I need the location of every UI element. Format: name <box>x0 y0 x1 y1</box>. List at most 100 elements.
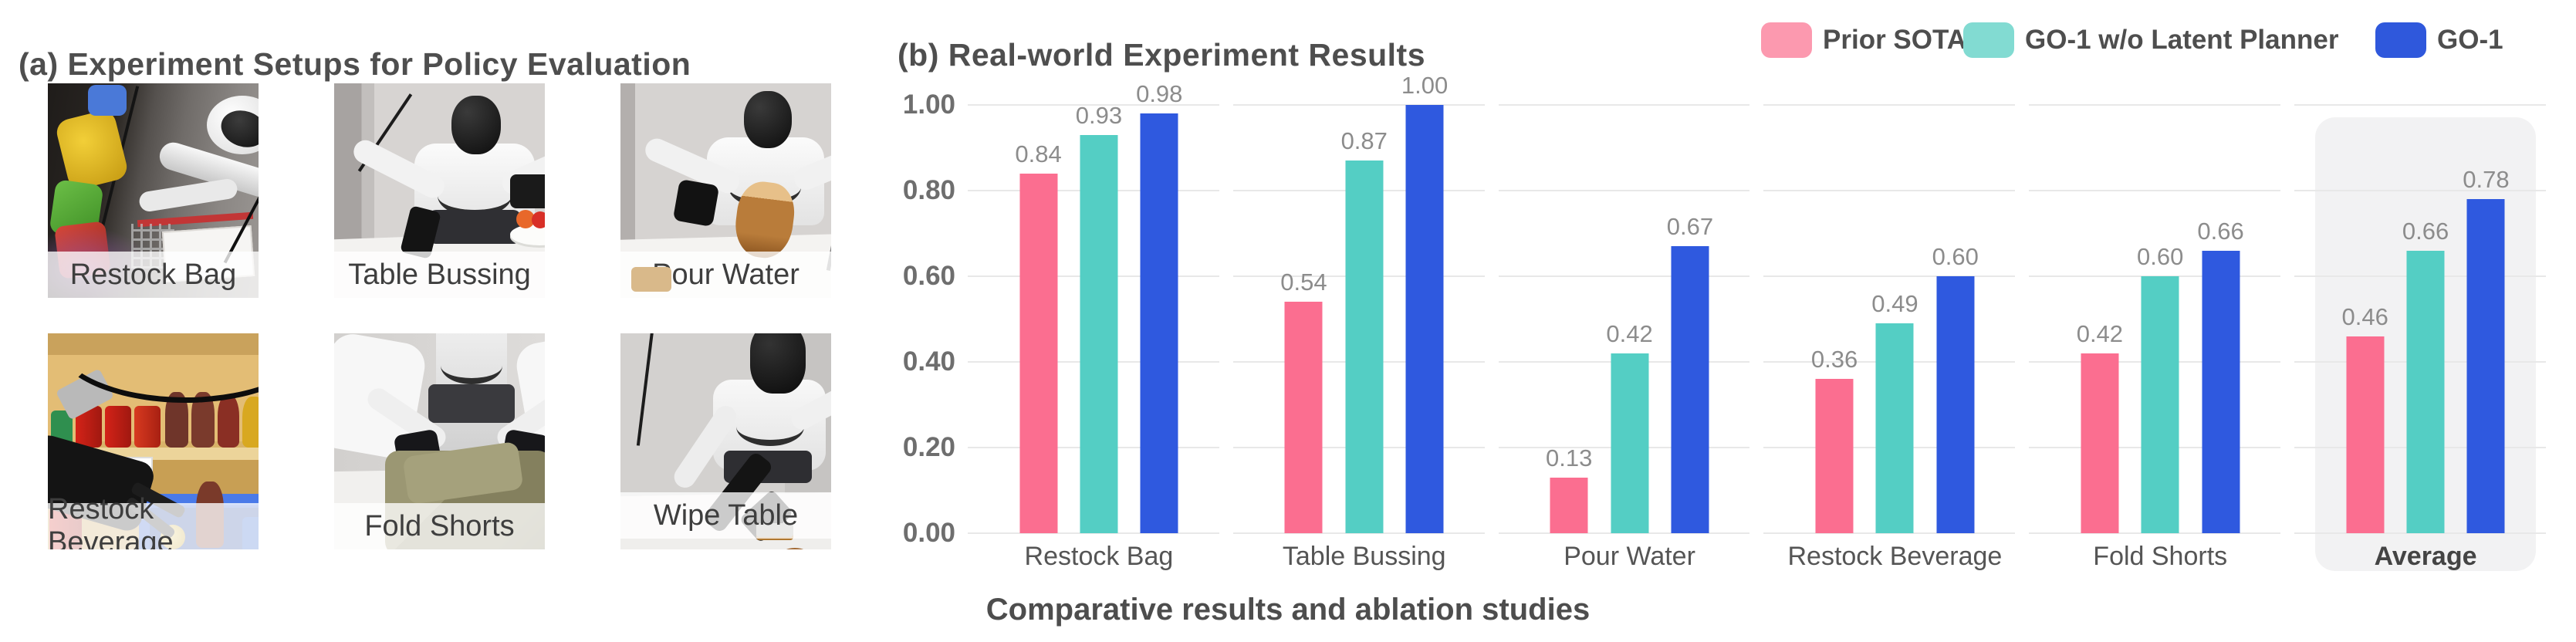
photo-fold-shorts: Fold Shorts <box>334 333 545 549</box>
bar-column: 0.66 <box>2402 218 2449 533</box>
bar-column: 0.78 <box>2463 166 2510 533</box>
bar-column: 0.42 <box>1606 319 1653 533</box>
bar-column: 0.93 <box>1076 102 1122 533</box>
bar-value-label: 0.84 <box>1015 140 1062 167</box>
y-tick-label: 0.00 <box>902 518 955 548</box>
bar-value-label: 0.46 <box>2341 302 2388 330</box>
bar-prior-sota <box>1815 379 1854 533</box>
bar-go-1-w-o-latent-planner <box>2406 250 2445 533</box>
legend-item-go1-wo-latent-planner: GO-1 w/o Latent Planner <box>1963 22 2338 59</box>
legend-swatch-prior-sota <box>1761 22 1812 58</box>
chest-arc <box>441 347 502 384</box>
bar-column: 0.13 <box>1546 444 1592 533</box>
bar-column: 0.36 <box>1811 346 1858 533</box>
photo-label: Restock Beverage <box>48 493 259 549</box>
x-category-label: Average <box>2374 542 2477 571</box>
chest-arc <box>736 407 804 446</box>
bar-value-label: 0.98 <box>1136 80 1183 108</box>
bar-value-label: 0.87 <box>1340 127 1388 155</box>
bar-go-1 <box>1140 113 1178 533</box>
y-tick-label: 0.40 <box>902 346 955 377</box>
bar-go-1-w-o-latent-planner <box>1345 160 1384 533</box>
bar-column: 0.66 <box>2197 217 2244 533</box>
snack-bag-blue <box>88 85 127 116</box>
gripper-left <box>672 178 720 228</box>
bar-go-1 <box>1405 105 1444 533</box>
bar-value-label: 0.66 <box>2402 217 2449 245</box>
gridline <box>2029 190 2281 191</box>
bottle-brown <box>218 395 239 448</box>
gridline <box>2294 532 2546 534</box>
gridline <box>2294 104 2546 106</box>
bar-value-label: 0.13 <box>1546 444 1593 471</box>
figure-caption: Comparative results and ablation studies <box>985 593 1591 627</box>
photo-label: Fold Shorts <box>334 503 545 549</box>
legend-item-go1: GO-1 <box>2375 22 2503 59</box>
panel-b-title: (b) Real-world Experiment Results <box>898 37 1426 73</box>
y-tick-label: 0.20 <box>902 432 955 462</box>
bar-group-restock-bag: 0.84 0.93 0.98 <box>966 80 1232 534</box>
photo-label: Restock Bag <box>48 252 259 298</box>
photo-label: Table Bussing <box>334 252 545 298</box>
bar-value-label: 0.78 <box>2463 166 2510 194</box>
bar-value-label: 0.49 <box>1871 290 1918 318</box>
bar-value-label: 0.67 <box>1666 213 1714 241</box>
robot-head-icon <box>451 96 501 154</box>
bar-value-label: 0.66 <box>2197 217 2244 245</box>
bottle-yellow <box>242 397 259 448</box>
bar-value-label: 0.42 <box>1606 319 1653 347</box>
can-red <box>105 406 131 448</box>
gridline <box>1763 190 2016 191</box>
stain <box>779 548 810 549</box>
bar-column: 0.60 <box>1932 243 1979 533</box>
bar-group-pour-water: 0.13 0.42 0.67 <box>1497 104 1763 534</box>
bar-column: 0.60 <box>2137 243 2183 533</box>
bar-column: 0.49 <box>1871 290 1918 533</box>
photo-restock-beverage: Restock Beverage <box>48 333 259 549</box>
bar-group-fold-shorts: 0.42 0.60 0.66 <box>2027 104 2293 534</box>
panel-a-title: (a) Experiment Setups for Policy Evaluat… <box>19 46 691 83</box>
bar-go-1 <box>2466 199 2505 533</box>
bar-value-label: 0.93 <box>1075 101 1123 129</box>
x-category-label: Pour Water <box>1564 542 1695 571</box>
cable-arc <box>52 333 259 403</box>
sponge <box>631 267 671 292</box>
robot-head-icon <box>750 333 806 394</box>
gridline <box>1232 104 1485 106</box>
bar-column: 0.46 <box>2342 303 2388 533</box>
photo-restock-bag: Restock Bag <box>48 83 259 298</box>
bar-group-restock-beverage: 0.36 0.49 0.60 <box>1762 104 2027 534</box>
bar-prior-sota <box>1284 302 1323 533</box>
snack-bag-yellow <box>54 107 130 192</box>
lamp-arm <box>636 333 654 446</box>
bar-prior-sota <box>2081 353 2119 533</box>
bar-value-label: 0.54 <box>1280 269 1327 296</box>
bar-value-label: 0.60 <box>2137 243 2184 270</box>
bar-column: 0.84 <box>1015 140 1062 533</box>
robot-waist <box>428 384 515 423</box>
y-tick-label: 0.80 <box>902 175 955 205</box>
gridline <box>1498 275 1750 277</box>
legend-item-prior-sota: Prior SOTA <box>1761 22 1966 59</box>
photo-wipe-table: Wipe Table <box>620 333 831 549</box>
bar-go-1-w-o-latent-planner <box>1080 134 1118 533</box>
gridline <box>1498 532 1750 534</box>
bar-column: 0.54 <box>1280 269 1327 533</box>
gridline <box>1498 104 1750 106</box>
bar-column: 0.87 <box>1341 127 1388 533</box>
bar-go-1-w-o-latent-planner <box>2141 276 2179 533</box>
photo-pour-water: Pour Water <box>620 83 831 298</box>
gripper-right <box>510 174 545 208</box>
bar-go-1 <box>1671 246 1709 533</box>
bar-go-1-w-o-latent-planner <box>1875 323 1914 533</box>
plot-area: 0.84 0.93 0.98 0.54 0.87 1.00 0.13 0.42 0.67 0.36… <box>966 72 2558 571</box>
robot-waist <box>428 210 521 244</box>
y-axis: 0.00 0.20 0.40 0.60 0.80 1.00 <box>849 90 955 548</box>
gridline <box>2294 190 2546 191</box>
gridline <box>2029 532 2281 534</box>
bar-value-label: 0.42 <box>2076 319 2124 347</box>
bar-prior-sota <box>2346 336 2385 533</box>
experiment-photo-grid: Restock Bag Table Bussing Pour Water <box>17 71 862 562</box>
legend-swatch-go1-wo-latent-planner <box>1963 22 2014 58</box>
legend-label: GO-1 <box>2437 25 2503 55</box>
